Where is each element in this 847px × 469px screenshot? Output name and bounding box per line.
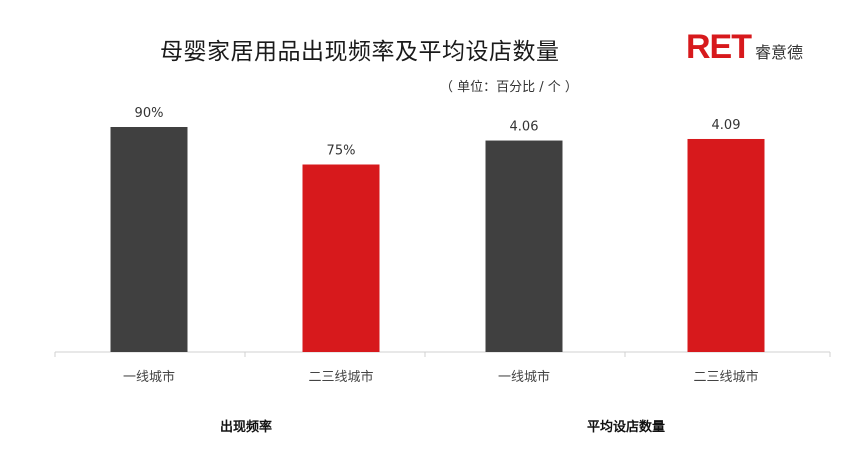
chart-title: 母婴家居用品出现频率及平均设店数量	[160, 39, 560, 65]
bar-store-count-tier1	[485, 140, 563, 352]
category-label: 二三线城市	[693, 369, 758, 385]
group-label-frequency: 出现频率	[219, 420, 273, 435]
data-label: 75%	[327, 144, 356, 159]
logo-mark: RET	[686, 28, 752, 66]
category-label: 一线城市	[498, 369, 550, 385]
data-label: 90%	[135, 106, 164, 121]
data-label: 4.06	[510, 120, 539, 135]
unit-note: （ 单位：百分比 / 个 ）	[440, 80, 578, 95]
category-label: 二三线城市	[308, 369, 373, 385]
group-label-store-count: 平均设店数量	[586, 420, 666, 435]
brand-logo: RET 睿意德	[686, 28, 803, 67]
bar-frequency-tier2-3	[302, 164, 380, 352]
bar-store-count-tier2-3	[687, 138, 765, 352]
category-label: 一线城市	[123, 369, 175, 385]
logo-name: 睿意德	[755, 43, 804, 62]
data-label: 4.09	[712, 118, 741, 133]
bar-frequency-tier1	[110, 127, 188, 352]
